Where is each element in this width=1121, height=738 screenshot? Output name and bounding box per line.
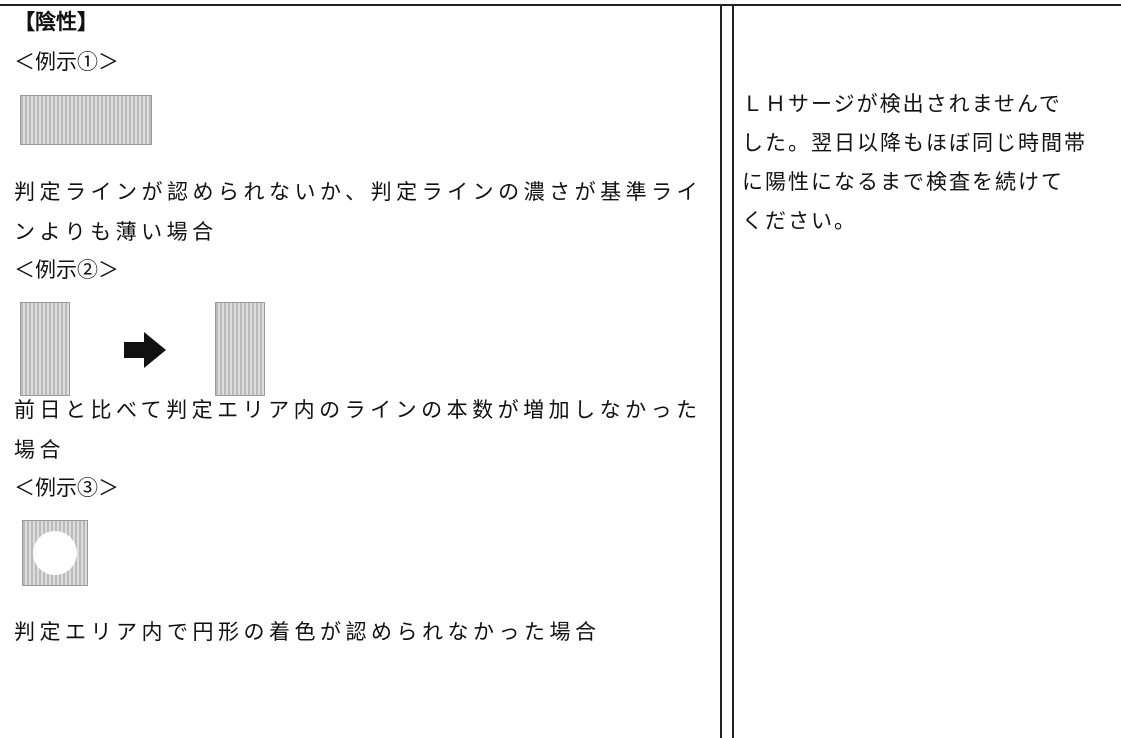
top-border: [0, 4, 1121, 6]
example-label: ＜例示②＞: [14, 258, 119, 282]
result-line: に陽性になるまで検査を続けて: [742, 170, 1064, 194]
example-text: 判定ラインが認められないか、判定ラインの濃さが基準ラインよりも薄い場合: [14, 180, 703, 244]
example-image: [20, 95, 152, 145]
result-line: した。翌日以降もほぼ同じ時間帯: [742, 131, 1087, 155]
example-text: 前日と比べて判定エリア内のラインの本数が増加しなかった場合: [14, 398, 702, 462]
result-line: ください。: [742, 209, 857, 233]
column-divider: [720, 4, 722, 738]
heading: 【陰性】: [14, 9, 98, 34]
example-image: [22, 520, 88, 586]
arrow-icon: [124, 332, 166, 368]
example-label: ＜例示③＞: [14, 476, 119, 500]
column-divider: [732, 4, 734, 738]
result-line: ＬＨサージが検出されませんで: [742, 92, 1062, 116]
example-image: [215, 302, 265, 396]
example-label: ＜例示①＞: [14, 50, 119, 74]
example-text: 判定エリア内で円形の着色が認められなかった場合: [14, 620, 601, 644]
example-image: [20, 302, 70, 396]
